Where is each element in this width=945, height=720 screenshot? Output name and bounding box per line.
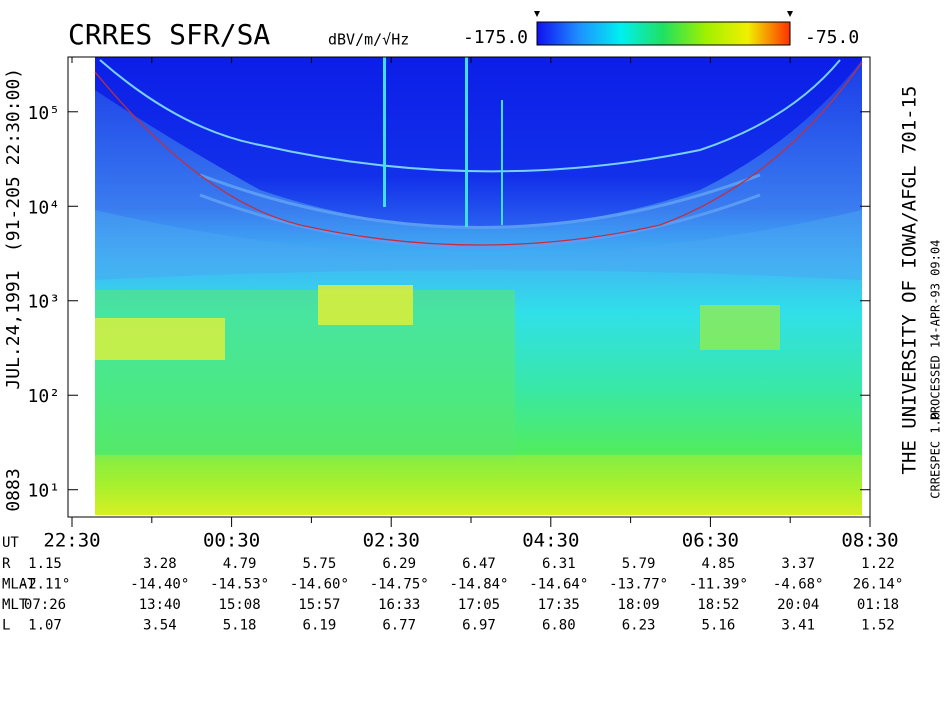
ephemeris-value: 26.14°	[853, 577, 904, 593]
ephemeris-row-label: R	[2, 556, 11, 572]
ephemeris-value: -14.64°	[529, 577, 588, 593]
ephemeris-value: 5.16	[702, 618, 736, 634]
ephemeris-row-label: L	[2, 618, 10, 634]
ephemeris-value: -14.53°	[210, 577, 269, 593]
left-label: JUL.24,1991	[3, 270, 24, 389]
colorbar: -175.0 -75.0	[463, 11, 859, 48]
ephemeris-value: -14.60°	[290, 577, 349, 593]
ephemeris-row-label: MLT	[2, 597, 28, 613]
ephemeris-value: 6.47	[462, 556, 496, 572]
ephemeris-value: 6.31	[542, 556, 576, 572]
ephemeris-value: 15:57	[298, 597, 340, 613]
ephemeris-value: 5.75	[303, 556, 337, 572]
ephemeris-value: 4.79	[223, 556, 257, 572]
ephemeris-value: 17:05	[458, 597, 500, 613]
ephemeris-value: 3.41	[781, 618, 815, 634]
x-tick-label: 22:30	[43, 530, 100, 552]
ephemeris-value: -14.75°	[370, 577, 429, 593]
ephemeris-value: 13:40	[139, 597, 181, 613]
ephemeris-value: 01:18	[857, 597, 899, 613]
ephemeris-value: 07:26	[24, 597, 66, 613]
ephemeris-value: -14.84°	[449, 577, 508, 593]
right-label: CRRESPEC 1.0	[929, 412, 943, 499]
left-label: (91-205 22:30:00)	[3, 68, 24, 252]
ephemeris-value: -4.68°	[773, 577, 824, 593]
y-tick-label: 10²	[27, 386, 60, 407]
ephemeris-value: 18:09	[618, 597, 660, 613]
ephemeris-value: 3.28	[143, 556, 177, 572]
x-tick-label: 08:30	[841, 530, 898, 552]
y-tick-label: 10¹	[27, 481, 60, 502]
ephemeris-value: 15:08	[219, 597, 261, 613]
ephemeris-time-label: UT	[2, 535, 19, 551]
ephemeris-value: 1.52	[861, 618, 895, 634]
ephemeris-value: 1.22	[861, 556, 895, 572]
y-tick-label: 10⁴	[27, 197, 60, 218]
colorbar-marker	[787, 11, 793, 17]
colorbar-tick-label: -75.0	[805, 27, 859, 48]
left-label: 0883	[3, 468, 24, 511]
ephemeris-value: 1.15	[28, 556, 62, 572]
colorbar-gradient	[536, 21, 791, 46]
colorbar-label: dBV/m/√Hz	[328, 31, 409, 49]
x-tick-label: 06:30	[682, 530, 739, 552]
ephemeris-value: 20:04	[777, 597, 819, 613]
spectrogram	[94, 57, 863, 515]
plot-frame	[67, 56, 871, 518]
ephemeris-value: 6.29	[382, 556, 416, 572]
ephemeris-value: 6.80	[542, 618, 576, 634]
ephemeris-value: 18:52	[697, 597, 739, 613]
ephemeris-value: 5.18	[223, 618, 257, 634]
y-tick-label: 10⁵	[27, 103, 60, 124]
axes: 10¹ 10² 10³ 10⁴ 10⁵ 22:30 00:30 02:30 04:30 06:30…	[2, 57, 943, 634]
ephemeris-value: -11.39°	[689, 577, 748, 593]
ephemeris-value: 6.77	[382, 618, 416, 634]
ephemeris-value: -13.77°	[609, 577, 668, 593]
y-tick-label: 10³	[27, 292, 60, 313]
ephemeris-value: 5.79	[622, 556, 656, 572]
ephemeris-value: 4.85	[702, 556, 736, 572]
colorbar-tick-label: -175.0	[463, 27, 528, 48]
chart-title: CRRES SFR/SA	[68, 18, 270, 51]
colorbar-marker	[534, 11, 540, 17]
ephemeris-row-label: MLAT	[2, 577, 36, 593]
x-tick-label: 04:30	[522, 530, 579, 552]
ephemeris-value: 6.19	[303, 618, 337, 634]
ephemeris-value: -14.40°	[130, 577, 189, 593]
right-label: THE UNIVERSITY OF IOWA/AFGL 701-15	[899, 86, 921, 475]
ephemeris-value: 3.54	[143, 618, 177, 634]
ephemeris-value: 16:33	[378, 597, 420, 613]
ephemeris-value: 6.97	[462, 618, 496, 634]
ephemeris-value: 3.37	[781, 556, 815, 572]
ephemeris-value: -2.11°	[20, 577, 71, 593]
x-tick-label: 02:30	[363, 530, 420, 552]
x-tick-label: 00:30	[203, 530, 260, 552]
ephemeris-value: 17:35	[538, 597, 580, 613]
ephemeris-value: 6.23	[622, 618, 656, 634]
right-label: PROCESSED 14-APR-93 09:04	[929, 240, 943, 421]
ephemeris-value: 1.07	[28, 618, 62, 634]
